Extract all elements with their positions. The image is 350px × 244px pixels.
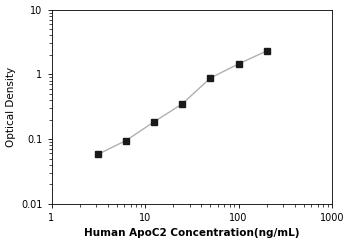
- X-axis label: Human ApoC2 Concentration(ng/mL): Human ApoC2 Concentration(ng/mL): [84, 228, 300, 238]
- Y-axis label: Optical Density: Optical Density: [6, 67, 15, 147]
